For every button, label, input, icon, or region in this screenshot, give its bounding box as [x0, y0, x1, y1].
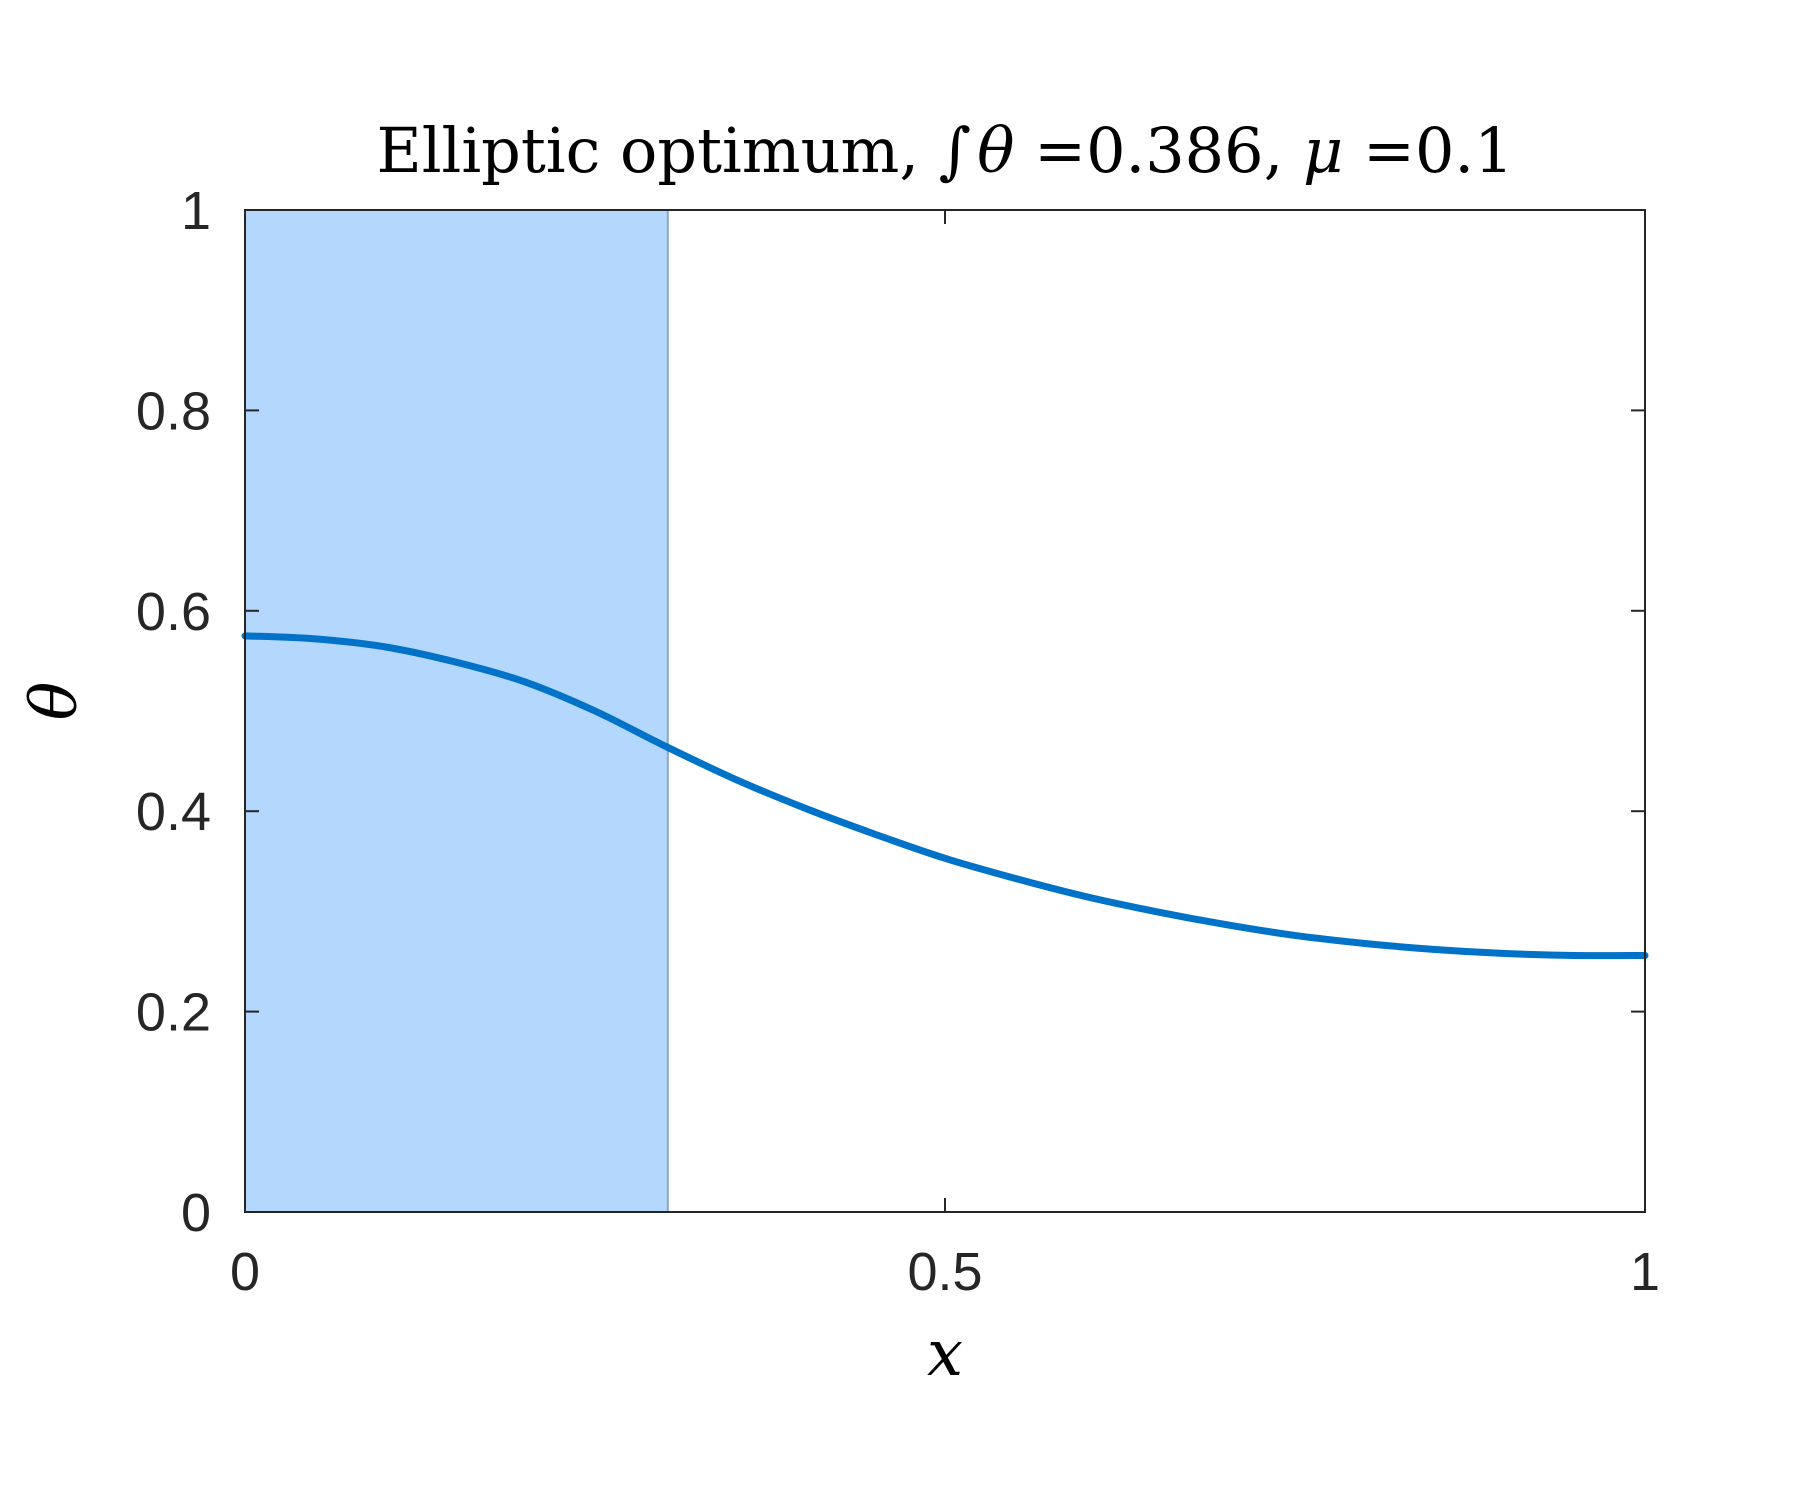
- title-param-value: 0.1: [1415, 114, 1514, 187]
- title-integral-symbol: ∫: [939, 114, 971, 187]
- x-axis-label: x: [927, 1317, 963, 1391]
- title-integrand: θ: [977, 114, 1014, 187]
- y-axis-label: θ: [18, 682, 92, 721]
- y-tick-label-5: 1: [181, 181, 211, 241]
- chart-title: Elliptic optimum, ∫θ =0.386, μ =0.1: [376, 114, 1513, 187]
- title-integral-value: 0.386: [1086, 114, 1264, 187]
- x-tick-label-0: 0: [230, 1242, 260, 1302]
- y-tick-label-4: 0.8: [136, 381, 211, 441]
- y-tick-label-0: 0: [181, 1183, 211, 1243]
- y-tick-label-3: 0.6: [136, 582, 211, 642]
- title-param-symbol: μ: [1303, 114, 1343, 187]
- title-equals-1: =: [1014, 114, 1086, 187]
- x-tick-label-2: 1: [1630, 1242, 1660, 1302]
- series-layer: [241, 632, 1649, 960]
- y-tick-label-2: 0.4: [136, 782, 211, 842]
- title-separator: ,: [1264, 114, 1303, 187]
- y-tick-label-1: 0.2: [136, 983, 211, 1043]
- title-equals-2: =: [1343, 114, 1415, 187]
- x-tick-label-1: 0.5: [907, 1242, 982, 1302]
- title-prefix: Elliptic optimum,: [376, 114, 938, 187]
- tick-label-layer: 0 0.5 1 0 0.2 0.4 0.6 0.8 1: [136, 181, 1660, 1302]
- shaded-region: [245, 210, 668, 1212]
- series-line-0: [241, 632, 1649, 960]
- axes-layer: [244, 209, 1646, 1213]
- shaded-region-layer: [245, 210, 669, 1212]
